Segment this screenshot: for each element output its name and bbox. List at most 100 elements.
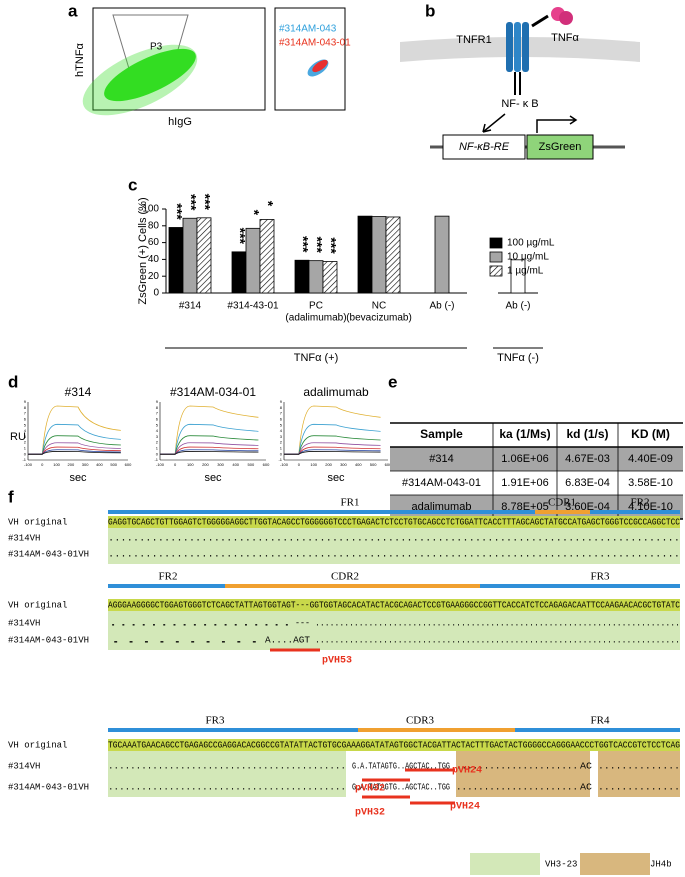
x-tick-label: 300 <box>217 462 224 467</box>
bar <box>196 217 212 294</box>
x-tick-label: PC <box>309 301 323 312</box>
panel-label: f <box>8 487 14 506</box>
y-tick-label: 20 <box>148 271 160 282</box>
bar <box>434 215 450 294</box>
y-tick-label: -1 <box>22 457 26 462</box>
x-axis-label: sec <box>327 472 345 484</box>
x-axis-label: hIgG <box>168 116 192 128</box>
legend-swatch <box>489 265 503 277</box>
row-name: #314AM-043-01VH <box>8 782 89 792</box>
significance: *** <box>295 236 311 253</box>
kinetics-table: Sample ka (1/Ms) kd (1/s) KD (M) #314 1.06E+0… <box>390 422 683 520</box>
original-band <box>108 599 680 611</box>
sensorgram-curve <box>28 451 121 455</box>
y-tick-label: 3 <box>156 434 159 439</box>
arrow <box>531 14 549 28</box>
y-tick-label: -1 <box>154 457 158 462</box>
primer-label: pVH32 <box>355 808 385 819</box>
x-tick-label: 100 <box>187 462 194 467</box>
arrow <box>482 113 506 133</box>
y-tick-label: 60 <box>148 237 160 248</box>
plot-title: #314 <box>65 385 92 399</box>
y-axis-label: RU <box>10 431 26 443</box>
sequence: G.A.TATAGTG..AGCTAC..TGG <box>352 782 450 792</box>
sequence: .............. <box>598 761 680 771</box>
cell: 4.67E-03 <box>565 453 610 465</box>
y-tick-label: 8 <box>24 405 27 410</box>
row-name: #314VH <box>8 618 40 628</box>
ligand <box>559 11 573 25</box>
x-tick-label: 300 <box>82 462 89 467</box>
reporter-label: ZsGreen <box>539 141 582 153</box>
region-bar <box>108 510 680 514</box>
x-tick-label: (adalimumab) <box>285 313 346 324</box>
significance: *** <box>323 237 339 254</box>
sensorgram-curve <box>160 435 259 455</box>
x-tick-label: -100 <box>280 462 289 467</box>
significance: *** <box>169 203 185 220</box>
sequence: ........................................… <box>315 618 680 628</box>
legend-swatch <box>489 237 503 249</box>
bar <box>357 215 373 294</box>
y-tick-label: 40 <box>148 254 160 265</box>
bar <box>294 259 310 294</box>
legend-swatch <box>489 251 503 263</box>
original-band <box>108 516 680 528</box>
x-tick-label: 200 <box>68 462 75 467</box>
y-tick-label: 0 <box>280 451 283 456</box>
sequence: .......... <box>108 635 262 645</box>
significance: *** <box>309 236 325 253</box>
cell: adalimumab <box>412 501 472 513</box>
y-tick-label: 4 <box>156 428 159 433</box>
sensorgram-curve <box>28 442 121 455</box>
sequence: ...................... <box>456 761 578 771</box>
panel-label: b <box>425 1 435 20</box>
sensorgram-curve <box>160 405 259 455</box>
sequence: AC <box>580 761 593 771</box>
y-tick-label: 0 <box>153 288 159 299</box>
y-tick-label: 1 <box>280 445 283 450</box>
x-tick-label: 500 <box>110 462 117 467</box>
alignment: FR1 CDR1 FR2 VH original GAGGTGCAGCTGTTGGAGT… <box>8 497 681 875</box>
row-name: VH original <box>8 740 67 750</box>
x-tick-label: NC <box>372 301 386 312</box>
y-tick-label: 2 <box>156 440 159 445</box>
legend-entry: JH4b <box>650 859 672 869</box>
sequence: G.A.TATAGTG..AGCTAC..TGG <box>352 761 450 771</box>
x-tick-label: #314 <box>179 301 202 312</box>
x-tick-label: (bevacizumab) <box>346 313 412 324</box>
region-label: CDR3 <box>406 715 435 727</box>
bar <box>510 259 526 294</box>
significance: * <box>260 201 276 207</box>
receptor <box>506 22 529 95</box>
cell: 8.78E+05 <box>501 501 548 513</box>
flow-plot: #314AM-043 #314AM-043-01 <box>274 7 351 111</box>
y-tick-label: 80 <box>148 220 160 231</box>
x-tick-label: -100 <box>24 462 33 467</box>
flow-plot: P3 <box>82 7 266 116</box>
sequence: GAGGTGCAGCTGTTGGAGTCTGGGGGAGGCTTGGTACAGC… <box>108 517 681 527</box>
cell: 3.58E-10 <box>628 477 673 489</box>
cdr-bar <box>225 584 480 588</box>
receptor-label: TNFR1 <box>456 34 491 46</box>
bar <box>259 219 275 294</box>
cell: 1.91E+06 <box>501 477 548 489</box>
column-header: ka (1/Ms) <box>499 427 550 441</box>
sequence: ........................................… <box>108 782 346 792</box>
y-tick-label: 9 <box>280 399 283 404</box>
bar <box>168 227 184 294</box>
element-label: NF-κB-RE <box>459 141 510 153</box>
y-tick-label: 2 <box>280 440 283 445</box>
bar <box>371 216 387 294</box>
row-name: VH original <box>8 600 67 610</box>
cell: 4.10E-10 <box>628 501 673 513</box>
sensorgram-curve <box>28 423 121 455</box>
panel-label: c <box>128 175 137 194</box>
sensorgram-curve <box>160 446 259 455</box>
region-label: FR3 <box>206 715 225 727</box>
sensorgram-curve <box>284 405 381 455</box>
y-tick-label: 0 <box>156 451 159 456</box>
arrow <box>536 115 578 133</box>
sequence: A....AGT <box>265 635 311 645</box>
